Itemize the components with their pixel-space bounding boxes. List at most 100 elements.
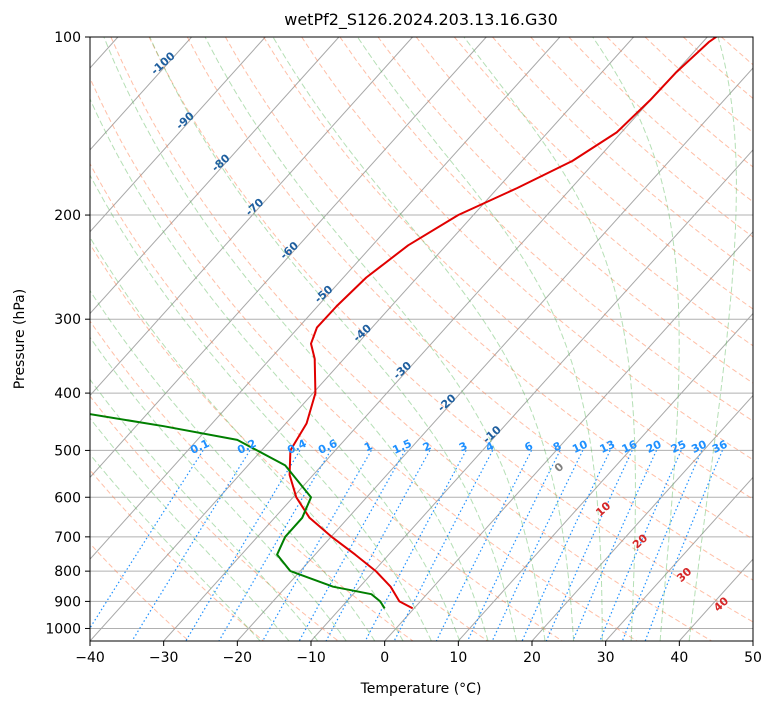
mixing-ratio-label: 16 — [620, 438, 640, 456]
mixing-ratio-label: 30 — [689, 438, 709, 456]
mixing-ratio-line — [491, 450, 584, 641]
y-axis-ticks: 100 200 300 400 500 600 700 800 900 1000 — [45, 30, 90, 637]
isotherm-line — [90, 37, 561, 560]
dry-adiabat — [148, 37, 753, 623]
dry-adiabat — [760, 37, 775, 641]
dry-adiabat — [377, 37, 753, 384]
chart-title: wetPf2_S126.2024.203.13.16.G30 — [284, 10, 558, 30]
dry-adiabat — [90, 162, 563, 641]
y-tick-label: 500 — [54, 443, 81, 459]
mixing-ratio-line — [298, 450, 406, 641]
dry-adiabat — [90, 76, 638, 641]
moist-adiabat — [357, 37, 603, 641]
moist-adiabats — [90, 37, 737, 641]
isotherm-line — [90, 37, 266, 233]
x-tick-label: 10 — [449, 650, 467, 666]
dry-adiabat — [415, 37, 753, 347]
mixing-ratio-label: 13 — [598, 438, 617, 456]
mixing-ratio-line — [262, 450, 372, 641]
mixing-ratio-line — [521, 450, 611, 641]
x-tick-label: 20 — [523, 650, 541, 666]
moist-adiabat — [149, 37, 517, 641]
y-axis-label: Pressure (hPa) — [12, 289, 28, 389]
plot-background — [90, 37, 753, 641]
dry-adiabat — [90, 542, 190, 641]
isotherm-line — [90, 37, 192, 151]
moist-adiabat — [90, 174, 432, 641]
x-tick-label: 0 — [380, 650, 389, 666]
moist-adiabat — [90, 378, 319, 641]
y-tick-label: 900 — [54, 594, 81, 610]
profile-series — [90, 37, 718, 610]
isotherm-line — [236, 67, 753, 641]
moist-adiabat — [90, 417, 290, 641]
isotherm-line — [752, 640, 753, 641]
dry-adiabats — [90, 37, 775, 641]
y-tick-label: 200 — [54, 208, 81, 224]
mixing-ratio-line — [644, 450, 723, 641]
moist-adiabat — [103, 37, 489, 641]
y-tick-label: 600 — [54, 490, 81, 506]
x-tick-label: −10 — [296, 650, 326, 666]
moist-adiabat — [90, 289, 376, 641]
moist-adiabat — [90, 97, 461, 641]
x-tick-label: −40 — [75, 650, 105, 666]
y-tick-label: 700 — [54, 530, 81, 546]
y-tick-label: 100 — [54, 30, 81, 46]
mixing-ratio-line — [466, 450, 561, 641]
mixing-ratio-lines — [90, 450, 723, 641]
dry-adiabat — [90, 395, 339, 641]
isotherm-line — [457, 312, 753, 641]
y-tick-label: 400 — [54, 386, 81, 402]
dry-adiabat — [263, 37, 753, 500]
isotherm-line — [531, 394, 753, 641]
x-tick-label: 40 — [670, 650, 688, 666]
x-tick-label: −20 — [223, 650, 253, 666]
isotherm-line — [90, 37, 340, 315]
x-tick-label: 30 — [597, 650, 615, 666]
y-tick-label: 300 — [54, 312, 81, 328]
mixing-ratio-line — [325, 450, 431, 641]
dry-adiabat — [301, 37, 753, 461]
moist-adiabat — [90, 453, 261, 641]
y-tick-label: 1000 — [45, 621, 81, 637]
mixing-ratio-line — [435, 450, 533, 641]
dry-adiabat — [339, 37, 753, 422]
mixing-ratio-line — [393, 450, 494, 641]
moist-adiabat — [272, 37, 575, 641]
mixing-ratio-label: 10 — [570, 438, 590, 456]
mixing-ratio-label: 25 — [669, 438, 688, 456]
plot-frame — [89, 36, 754, 642]
dry-adiabat — [110, 37, 712, 641]
dewpoint-line — [90, 413, 386, 609]
moist-adiabat — [463, 37, 636, 641]
isotherm-line — [310, 149, 753, 641]
isotherm-line — [605, 476, 753, 641]
x-axis-label: Temperature (°C) — [360, 681, 482, 697]
y-tick-label: 800 — [54, 564, 81, 580]
moist-adiabat — [688, 37, 737, 641]
isotherm-line — [90, 37, 487, 479]
mixing-ratio-line — [621, 450, 703, 641]
mixing-ratio-line — [131, 450, 251, 641]
temperature-line — [288, 37, 718, 610]
isotherm-lines — [90, 37, 753, 641]
pressure-gridlines — [90, 37, 753, 629]
mixing-ratio-line — [364, 450, 467, 641]
x-tick-label: −30 — [149, 650, 179, 666]
x-axis-ticks: −40 −30 −20 −10 0 10 20 30 40 50 — [75, 641, 762, 666]
mixing-ratio-label: 36 — [710, 438, 730, 456]
x-tick-label: 50 — [744, 650, 762, 666]
dry-adiabat — [186, 37, 753, 581]
plot-area — [90, 37, 753, 641]
plot-border — [89, 36, 754, 642]
mixing-ratio-label: 20 — [644, 438, 664, 456]
dry-adiabat — [90, 469, 264, 641]
moist-adiabat — [204, 37, 546, 641]
isotherm-line — [384, 231, 753, 641]
isotherm-line — [163, 37, 708, 641]
moist-adiabat — [592, 37, 680, 641]
isotherm-line — [90, 37, 634, 641]
isotherm-line — [90, 37, 413, 397]
